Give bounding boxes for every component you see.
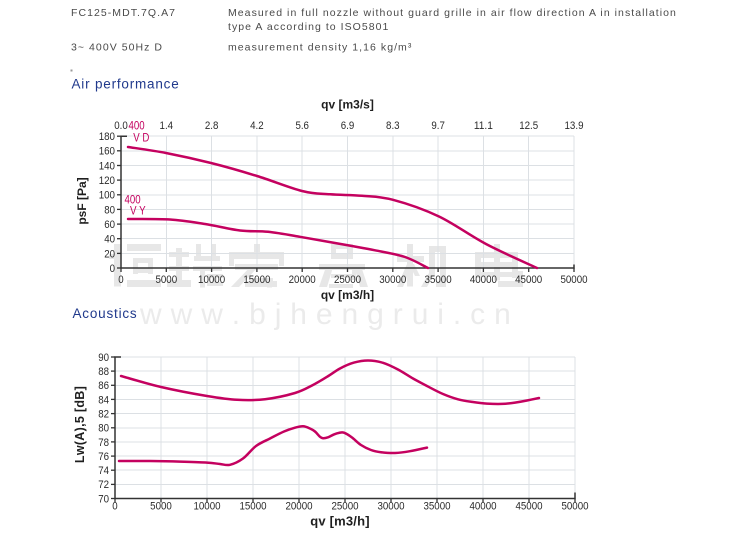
svg-text:11.1: 11.1 bbox=[474, 120, 493, 132]
svg-text:180: 180 bbox=[99, 131, 115, 143]
svg-text:50000: 50000 bbox=[561, 500, 588, 512]
svg-text:140: 140 bbox=[99, 160, 115, 172]
svg-text:measurement density 1,16 kg/m³: measurement density 1,16 kg/m³ bbox=[228, 41, 412, 53]
svg-text:15000: 15000 bbox=[243, 274, 270, 286]
svg-text:35000: 35000 bbox=[425, 274, 452, 286]
svg-text:20000: 20000 bbox=[289, 274, 316, 286]
svg-text:0: 0 bbox=[110, 263, 115, 275]
svg-text:6.9: 6.9 bbox=[341, 120, 355, 132]
svg-text:0: 0 bbox=[118, 274, 123, 286]
svg-text:400: 400 bbox=[125, 195, 141, 207]
svg-text:4.2: 4.2 bbox=[250, 120, 264, 132]
svg-text:10000: 10000 bbox=[193, 500, 220, 512]
svg-text:Air performance: Air performance bbox=[72, 77, 180, 92]
svg-text:50000: 50000 bbox=[560, 274, 587, 286]
svg-text:78: 78 bbox=[98, 437, 109, 449]
svg-text:86: 86 bbox=[98, 380, 109, 392]
svg-text:60: 60 bbox=[104, 219, 115, 231]
svg-text:35000: 35000 bbox=[423, 500, 450, 512]
svg-text:qv [m3/s]: qv [m3/s] bbox=[321, 98, 374, 112]
svg-text:30000: 30000 bbox=[377, 500, 404, 512]
svg-text:8.3: 8.3 bbox=[386, 120, 400, 132]
svg-text:psF [Pa]: psF [Pa] bbox=[75, 177, 89, 224]
svg-text:70: 70 bbox=[98, 493, 109, 505]
svg-text:3~ 400V 50Hz D: 3~ 400V 50Hz D bbox=[71, 41, 163, 53]
svg-text:74: 74 bbox=[98, 465, 109, 477]
svg-text:88: 88 bbox=[98, 366, 109, 378]
svg-text:0.0: 0.0 bbox=[114, 120, 128, 132]
svg-text:15000: 15000 bbox=[239, 500, 266, 512]
svg-text:10000: 10000 bbox=[198, 274, 225, 286]
svg-text:100: 100 bbox=[99, 190, 115, 202]
svg-text:qv [m3/h]: qv [m3/h] bbox=[310, 514, 370, 529]
svg-text:Lw(A),5 [dB]: Lw(A),5 [dB] bbox=[73, 386, 87, 463]
svg-text:20000: 20000 bbox=[285, 500, 312, 512]
svg-text:9.7: 9.7 bbox=[431, 120, 445, 132]
svg-text:5000: 5000 bbox=[155, 274, 177, 286]
svg-text:30000: 30000 bbox=[379, 274, 406, 286]
svg-text:40: 40 bbox=[104, 234, 115, 246]
svg-text:Acoustics: Acoustics bbox=[73, 306, 138, 321]
svg-text:type A according to ISO5801: type A according to ISO5801 bbox=[228, 21, 389, 33]
svg-text:5.6: 5.6 bbox=[295, 120, 309, 132]
svg-text:40000: 40000 bbox=[469, 500, 496, 512]
svg-text:20: 20 bbox=[104, 248, 115, 260]
svg-text:25000: 25000 bbox=[331, 500, 358, 512]
svg-text:V D: V D bbox=[133, 132, 149, 144]
svg-text:400: 400 bbox=[129, 121, 145, 133]
svg-text:120: 120 bbox=[99, 175, 115, 187]
svg-text:40000: 40000 bbox=[470, 274, 497, 286]
svg-text:V Y: V Y bbox=[130, 205, 146, 217]
svg-text:45000: 45000 bbox=[515, 274, 542, 286]
svg-text:76: 76 bbox=[98, 451, 109, 463]
svg-text:1.4: 1.4 bbox=[160, 120, 174, 132]
svg-text:12.5: 12.5 bbox=[519, 120, 538, 132]
svg-text:0: 0 bbox=[112, 500, 117, 512]
svg-text:84: 84 bbox=[98, 394, 109, 406]
svg-text:72: 72 bbox=[98, 479, 109, 491]
svg-text:160: 160 bbox=[99, 146, 115, 158]
svg-text:Measured in full nozzle withou: Measured in full nozzle without guard gr… bbox=[228, 7, 677, 19]
svg-text:25000: 25000 bbox=[334, 274, 361, 286]
svg-text:5000: 5000 bbox=[150, 500, 172, 512]
svg-text:80: 80 bbox=[104, 204, 115, 216]
svg-text:90: 90 bbox=[98, 352, 109, 364]
svg-text:qv [m3/h]: qv [m3/h] bbox=[321, 288, 374, 302]
svg-text:80: 80 bbox=[98, 423, 109, 435]
svg-text:82: 82 bbox=[98, 409, 109, 421]
svg-text:13.9: 13.9 bbox=[565, 120, 584, 132]
svg-text:2.8: 2.8 bbox=[205, 120, 219, 132]
svg-text:45000: 45000 bbox=[515, 500, 542, 512]
svg-text:w w w . b j h e n g r u i . c: w w w . b j h e n g r u i . c n bbox=[139, 298, 511, 331]
svg-text:FC125-MDT.7Q.A7: FC125-MDT.7Q.A7 bbox=[71, 7, 176, 19]
